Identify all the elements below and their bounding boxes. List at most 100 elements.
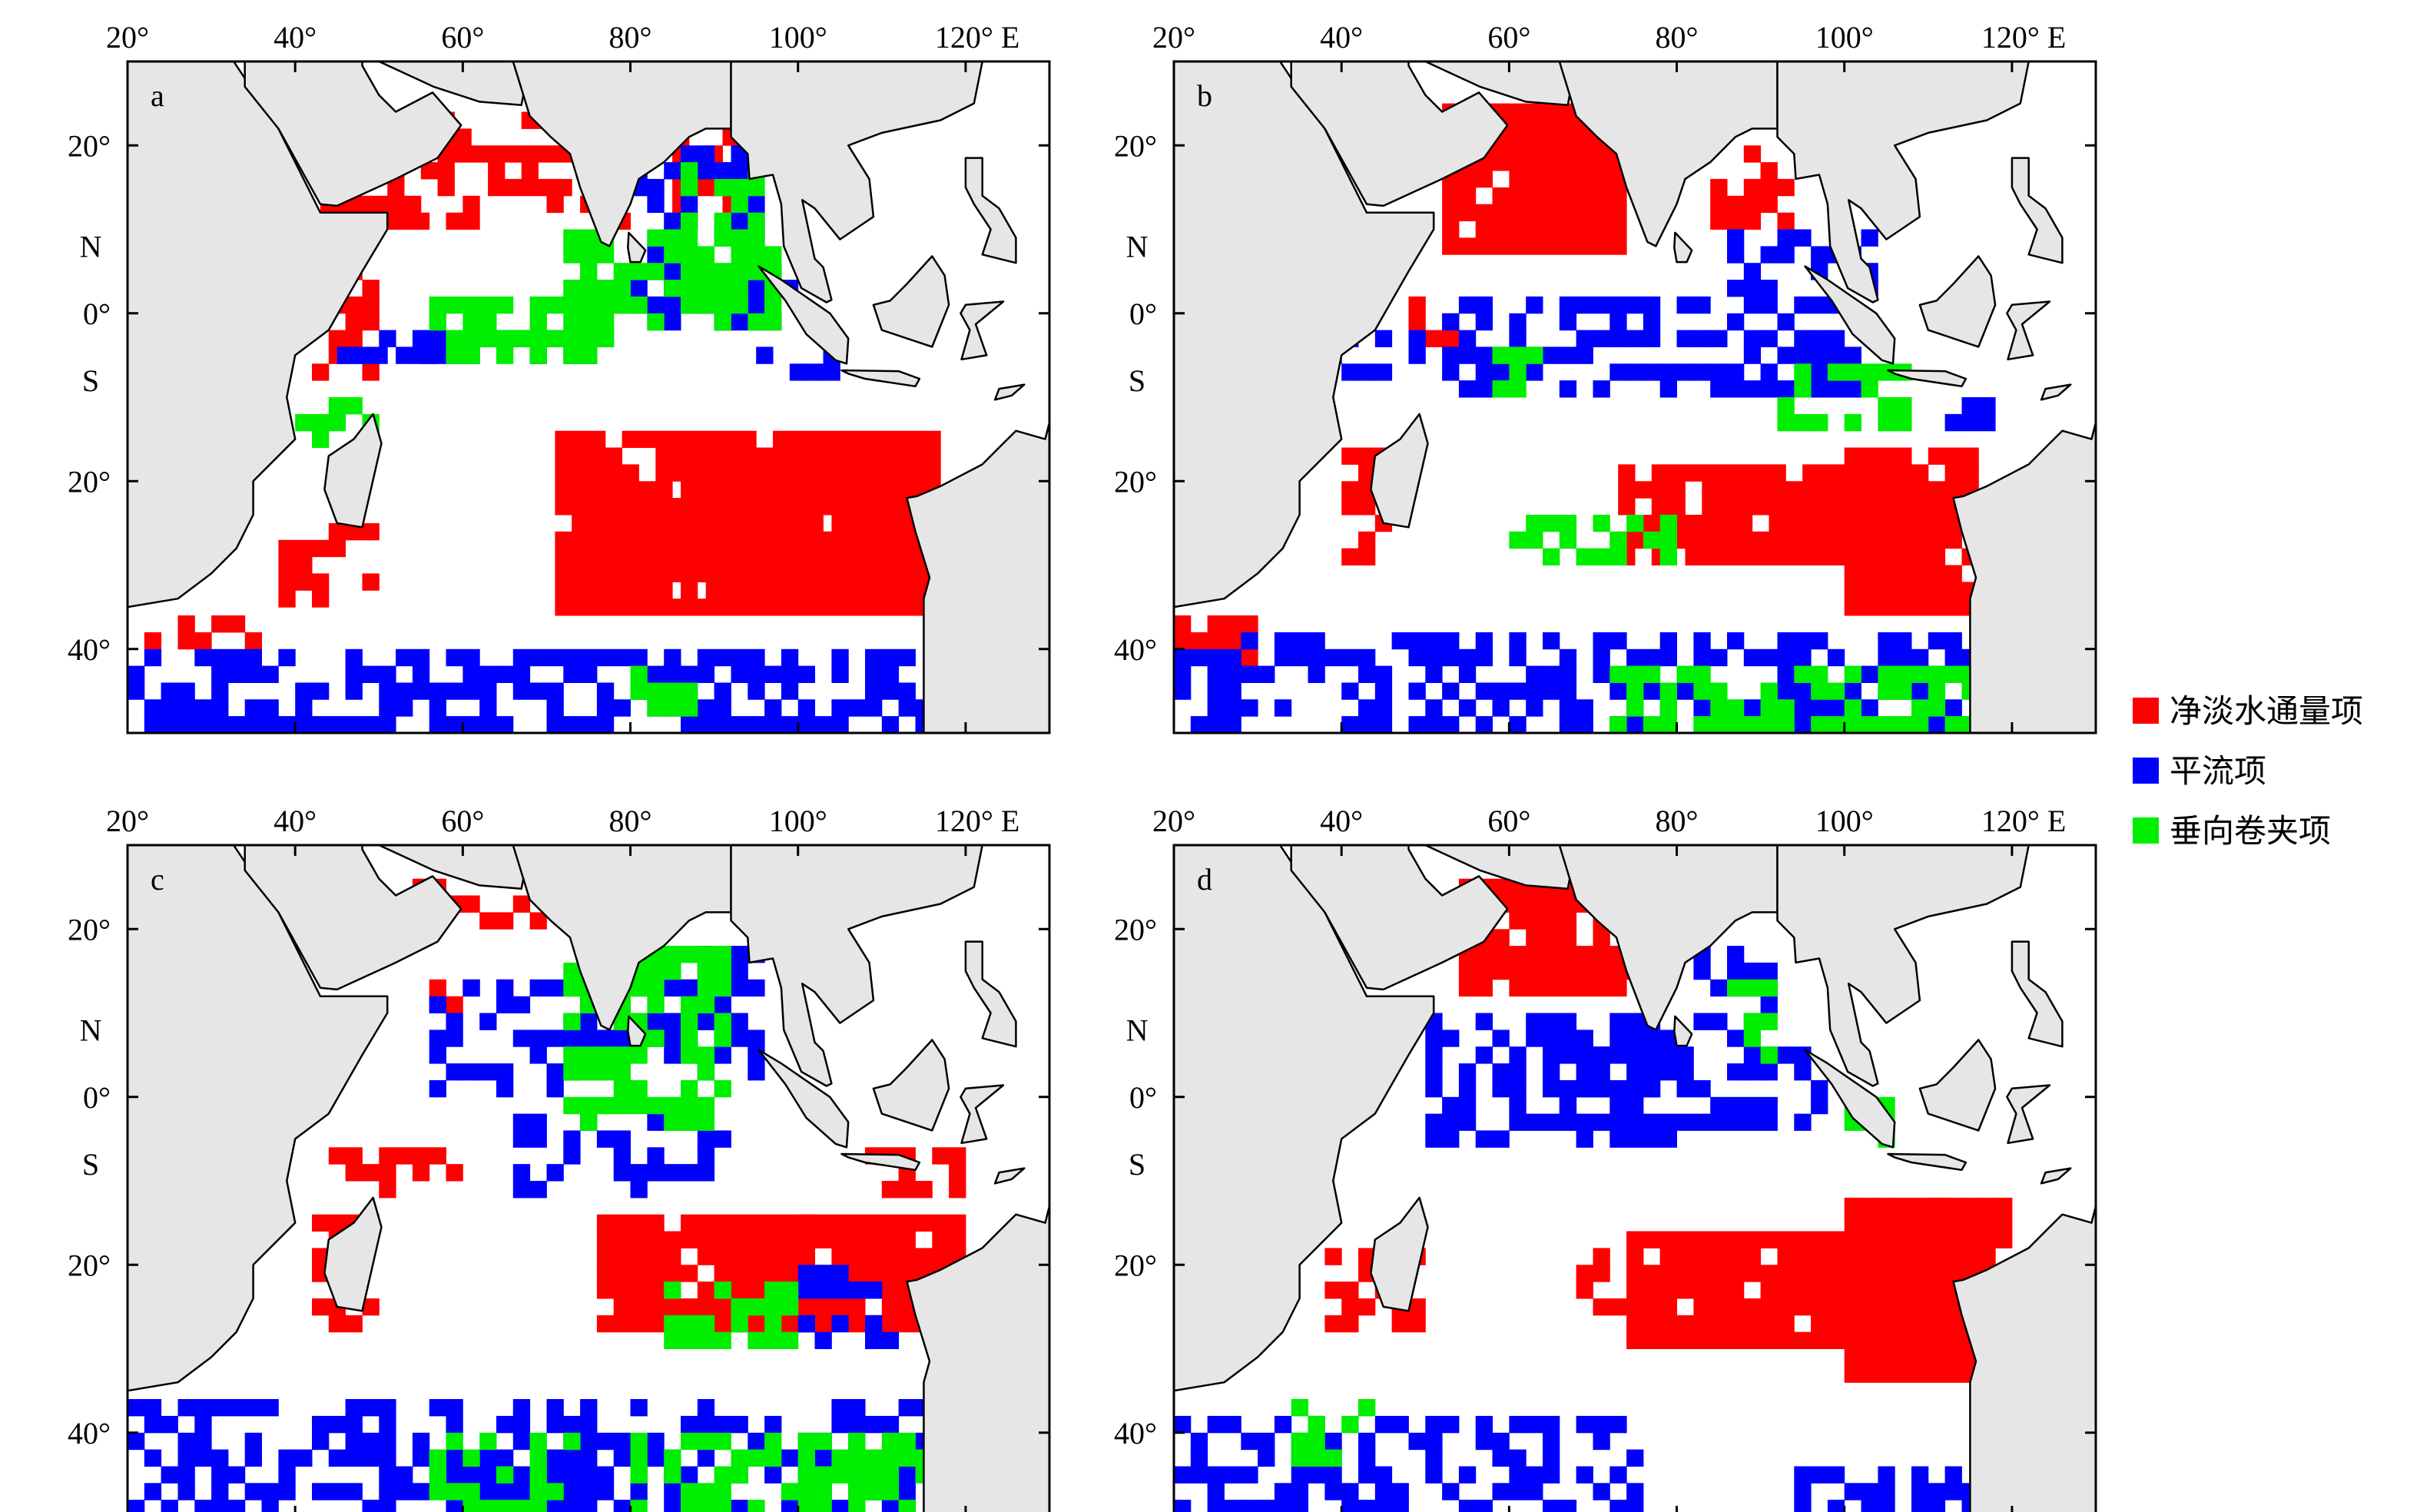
advection-region [1794,1063,1812,1081]
advection-region [446,1466,463,1484]
net-freshwater-flux-region [605,447,623,465]
advection-region [1425,1113,1443,1131]
advection-region [1811,330,1828,347]
landmass-australia [1952,421,2096,733]
net-freshwater-flux-region [1735,498,1753,516]
advection-region [1676,1113,1694,1131]
advection-region [353,346,371,364]
landmass-philippines [2011,157,2064,264]
net-freshwater-flux-region [748,548,765,565]
advection-region [681,979,698,997]
net-freshwater-flux-region [1911,481,1929,499]
advection-region [1626,330,1644,347]
vertical-entrainment-region [664,682,681,700]
advection-region [1794,1500,1812,1512]
net-freshwater-flux-region [1509,220,1527,238]
net-freshwater-flux-region [898,1214,916,1232]
vertical-entrainment-region [681,1483,698,1500]
net-freshwater-flux-region [630,1265,648,1282]
net-freshwater-flux-region [714,548,731,565]
advection-region [781,716,799,733]
advection-region [596,1483,615,1500]
advection-region [630,648,648,667]
net-freshwater-flux-region [1324,1315,1342,1333]
advection-region [1543,1415,1560,1434]
advection-region [1308,632,1325,650]
advection-region [714,682,731,700]
vertical-entrainment-region [446,330,463,347]
vertical-entrainment-region [1509,531,1527,549]
net-freshwater-flux-region [1861,498,1878,516]
vertical-entrainment-region [1861,363,1878,381]
advection-region [177,1466,195,1484]
net-freshwater-flux-region [1543,895,1560,913]
vertical-entrainment-region [630,682,648,700]
advection-region [1425,1030,1443,1047]
net-freshwater-flux-region [1735,531,1753,549]
net-freshwater-flux-region [831,447,849,465]
net-freshwater-flux-region [1777,1315,1795,1333]
landmass-newguinea [1048,1124,1049,1132]
advection-region [244,716,262,733]
vertical-entrainment-region [446,1483,463,1500]
advection-region [848,1282,866,1299]
net-freshwater-flux-region [555,464,572,482]
net-freshwater-flux-region [881,1248,900,1265]
advection-region [429,682,446,700]
net-freshwater-flux-region [605,481,623,499]
advection-region [546,699,564,717]
net-freshwater-flux-region [1861,447,1878,465]
advection-region [596,716,615,733]
net-freshwater-flux-region [881,1282,900,1299]
vertical-entrainment-region [630,1046,648,1064]
advection-region [697,1399,715,1417]
net-freshwater-flux-region [1543,962,1560,980]
vertical-entrainment-region [681,229,698,247]
net-freshwater-flux-region [1961,1214,1979,1232]
vertical-entrainment-region [1626,682,1644,700]
vertical-entrainment-region [1291,1399,1308,1417]
net-freshwater-flux-region [1811,1298,1828,1316]
advection-region [1358,1466,1376,1484]
vertical-entrainment-region [848,1500,866,1512]
advection-region [1258,1432,1275,1451]
net-freshwater-flux-region [622,481,639,499]
advection-region [1710,979,1728,997]
net-freshwater-flux-region [312,1214,330,1232]
advection-region [1760,996,1778,1013]
net-freshwater-flux-region [915,1181,933,1199]
advection-region [1274,1500,1292,1512]
lat-tick-label: 20° [68,1248,111,1282]
net-freshwater-flux-region [764,548,782,565]
advection-region [898,699,916,717]
net-freshwater-flux-region [1626,1265,1644,1282]
advection-region [1475,1415,1493,1434]
advection-region [1794,699,1812,717]
advection-region [479,665,497,683]
net-freshwater-flux-region [789,598,807,616]
vertical-entrainment-region [681,1113,698,1131]
net-freshwater-flux-region [1693,1248,1711,1265]
net-freshwater-flux-region [555,481,572,499]
vertical-entrainment-region [1727,716,1745,733]
advection-region [1442,648,1460,667]
vertical-entrainment-region [781,1483,799,1500]
net-freshwater-flux-region [638,481,656,499]
landmass-arabia [244,845,462,991]
advection-region [261,699,279,717]
advection-region [731,716,748,733]
net-freshwater-flux-region [1509,154,1527,171]
vertical-entrainment-region [1308,1415,1325,1434]
advection-region [1374,330,1393,347]
vertical-entrainment-region [664,1315,681,1333]
advection-region [546,1466,564,1484]
advection-region [1475,313,1493,331]
vertical-entrainment-region [563,1096,581,1115]
net-freshwater-flux-region [781,464,799,482]
vertical-entrainment-region [748,246,765,264]
vertical-entrainment-region [1358,1399,1376,1417]
vertical-entrainment-region [881,1449,900,1467]
advection-region [664,296,681,314]
advection-region [1911,1466,1929,1484]
advection-region [1626,1113,1644,1131]
